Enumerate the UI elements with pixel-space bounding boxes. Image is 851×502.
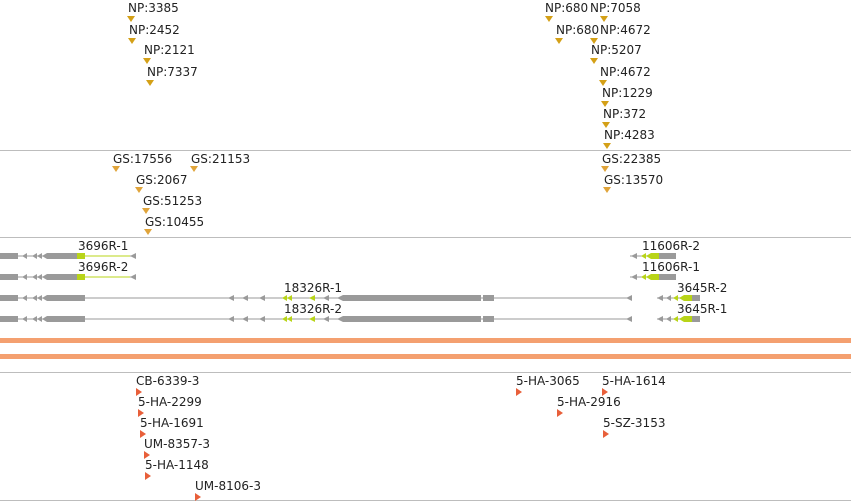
gene-18326R-2-model[interactable] xyxy=(0,316,632,322)
feature-label[interactable]: 5-HA-1148 xyxy=(145,458,209,472)
gs-label[interactable]: GS:10455 xyxy=(145,215,205,229)
track-separator xyxy=(0,372,851,373)
feature-label[interactable]: 5-HA-3065 xyxy=(516,374,580,388)
np-marker-icon[interactable] xyxy=(599,80,607,86)
np-label[interactable]: NP:1229 xyxy=(602,86,653,100)
gene-model-track xyxy=(0,253,700,322)
np-marker-icon[interactable] xyxy=(555,38,563,44)
np-label[interactable]: NP:4283 xyxy=(604,128,655,142)
np-marker-icon[interactable] xyxy=(603,143,611,149)
gene-label[interactable]: 3645R-1 xyxy=(677,302,728,316)
chromosome-band xyxy=(0,338,851,343)
gs-label[interactable]: GS:17556 xyxy=(113,152,173,166)
feature-marker-icon[interactable] xyxy=(557,409,563,417)
gene-3696R-1-model[interactable] xyxy=(0,253,136,259)
feature-label[interactable]: 5-HA-1691 xyxy=(140,416,204,430)
feature-label[interactable]: CB-6339-3 xyxy=(136,374,200,388)
feature-marker-icon[interactable] xyxy=(144,451,150,459)
gs-label[interactable]: GS:21153 xyxy=(191,152,251,166)
np-marker-icon[interactable] xyxy=(128,38,136,44)
np-label[interactable]: NP:7058 xyxy=(590,1,641,15)
gene-label[interactable]: 11606R-2 xyxy=(642,239,700,253)
np-label[interactable]: NP:4672 xyxy=(600,23,651,37)
chromosome-band xyxy=(0,354,851,359)
track-separator xyxy=(0,237,851,238)
gs-label[interactable]: GS:13570 xyxy=(604,173,664,187)
gs-marker-icon[interactable] xyxy=(190,166,198,172)
feature-marker-icon[interactable] xyxy=(603,430,609,438)
feature-label[interactable]: UM-8357-3 xyxy=(144,437,210,451)
gs-marker-icon[interactable] xyxy=(144,229,152,235)
np-label[interactable]: NP:2452 xyxy=(129,23,180,37)
feature-marker-icon[interactable] xyxy=(516,388,522,396)
np-marker-icon[interactable] xyxy=(590,38,598,44)
feature-marker-icon[interactable] xyxy=(602,388,608,396)
gene-3645R-1-model[interactable] xyxy=(657,316,700,322)
feature-marker-icon[interactable] xyxy=(145,472,151,480)
gs-marker-icon[interactable] xyxy=(601,166,609,172)
np-marker-icon[interactable] xyxy=(590,58,598,64)
gene-label[interactable]: 3696R-2 xyxy=(78,260,129,274)
gs-marker-icon[interactable] xyxy=(135,187,143,193)
np-label[interactable]: NP:680 xyxy=(545,1,589,15)
np-marker-icon[interactable] xyxy=(143,58,151,64)
track-separator xyxy=(0,500,851,501)
gs-label[interactable]: GS:2067 xyxy=(136,173,188,187)
np-label[interactable]: NP:4672 xyxy=(600,65,651,79)
gene-label[interactable]: 3645R-2 xyxy=(677,281,728,295)
gene-3645R-2-model[interactable] xyxy=(657,295,700,301)
np-label[interactable]: NP:7337 xyxy=(147,65,198,79)
gs-marker-icon[interactable] xyxy=(112,166,120,172)
np-marker-icon[interactable] xyxy=(600,16,608,22)
gene-label[interactable]: 11606R-1 xyxy=(642,260,700,274)
gene-3696R-2-model[interactable] xyxy=(0,274,136,280)
gene-11606R-1-model[interactable] xyxy=(630,274,676,280)
feature-label[interactable]: 5-HA-2299 xyxy=(138,395,202,409)
feature-label[interactable]: 5-HA-2916 xyxy=(557,395,621,409)
np-label[interactable]: NP:3385 xyxy=(128,1,179,15)
feature-marker-icon[interactable] xyxy=(138,409,144,417)
np-label[interactable]: NP:680 xyxy=(556,23,600,37)
gs-marker-icon[interactable] xyxy=(603,187,611,193)
gene-label[interactable]: 3696R-1 xyxy=(78,239,129,253)
np-marker-icon[interactable] xyxy=(601,101,609,107)
gs-marker-icon[interactable] xyxy=(142,208,150,214)
np-marker-icon[interactable] xyxy=(146,80,154,86)
feature-label[interactable]: UM-8106-3 xyxy=(195,479,261,493)
feature-marker-icon[interactable] xyxy=(140,430,146,438)
gene-label[interactable]: 18326R-2 xyxy=(284,302,342,316)
feature-label[interactable]: 5-SZ-3153 xyxy=(603,416,666,430)
gene-label[interactable]: 18326R-1 xyxy=(284,281,342,295)
track-separator xyxy=(0,150,851,151)
np-label[interactable]: NP:2121 xyxy=(144,43,195,57)
np-marker-icon[interactable] xyxy=(602,122,610,128)
gene-11606R-2-model[interactable] xyxy=(630,253,676,259)
feature-marker-icon[interactable] xyxy=(195,493,201,501)
np-label[interactable]: NP:372 xyxy=(603,107,647,121)
feature-label[interactable]: 5-HA-1614 xyxy=(602,374,666,388)
np-label[interactable]: NP:5207 xyxy=(591,43,642,57)
gene-18326R-1-model[interactable] xyxy=(0,295,632,301)
np-marker-icon[interactable] xyxy=(127,16,135,22)
feature-marker-icon[interactable] xyxy=(136,388,142,396)
gs-label[interactable]: GS:22385 xyxy=(602,152,662,166)
gs-label[interactable]: GS:51253 xyxy=(143,194,203,208)
np-marker-icon[interactable] xyxy=(545,16,553,22)
